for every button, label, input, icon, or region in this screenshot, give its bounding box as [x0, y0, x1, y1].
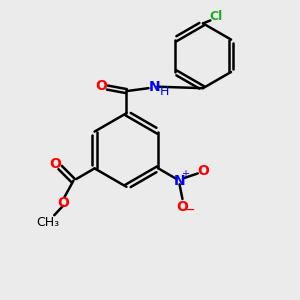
Text: N: N	[174, 174, 185, 188]
Text: +: +	[181, 169, 189, 179]
Text: H: H	[160, 85, 169, 98]
Text: Cl: Cl	[210, 10, 223, 22]
Text: O: O	[95, 79, 107, 93]
Text: −: −	[183, 203, 195, 217]
Text: N: N	[148, 80, 160, 94]
Text: O: O	[49, 157, 61, 171]
Text: O: O	[176, 200, 188, 214]
Text: O: O	[198, 164, 210, 178]
Text: O: O	[57, 196, 69, 210]
Text: CH₃: CH₃	[36, 216, 59, 229]
